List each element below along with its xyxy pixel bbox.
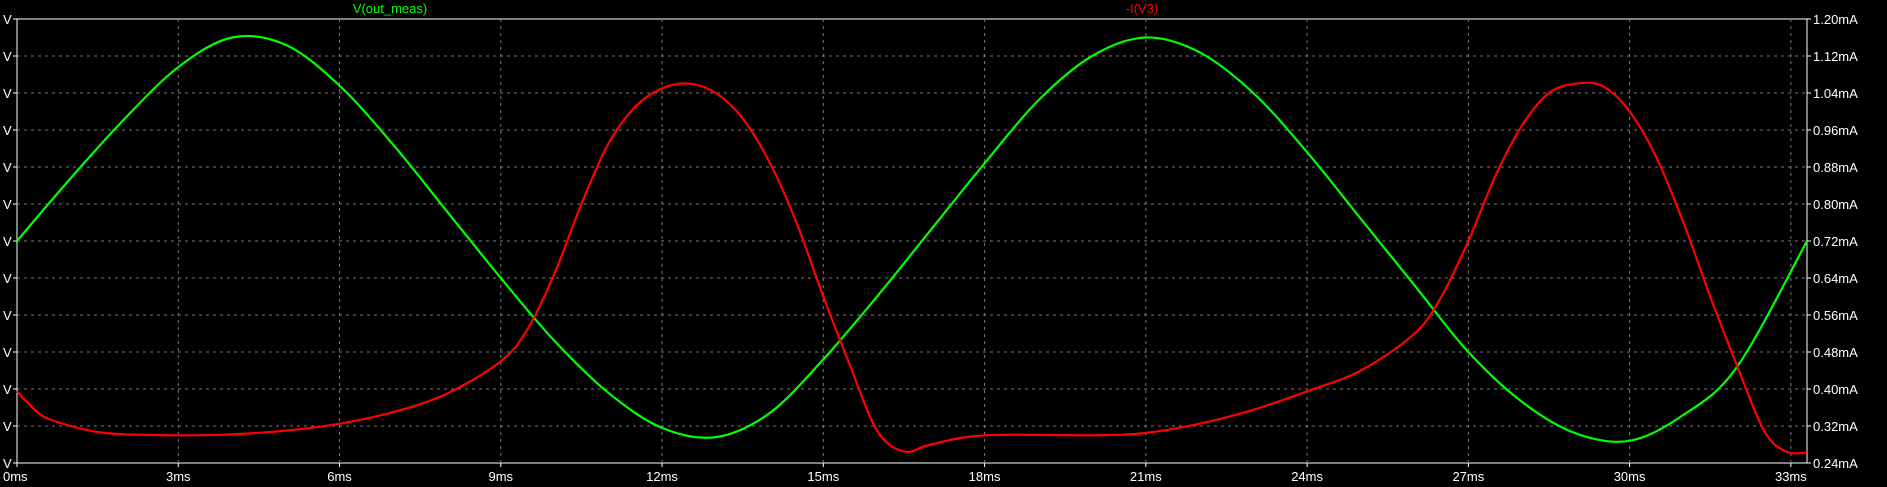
y-left-tick-label: V: [3, 308, 12, 323]
y-right-tick-label: 0.96mA: [1813, 123, 1858, 138]
legend-entry: -I(V3): [1126, 1, 1159, 16]
x-tick-label: 3ms: [166, 469, 191, 484]
y-left-tick-label: V: [3, 12, 12, 27]
x-tick-label: 27ms: [1452, 469, 1484, 484]
y-left-tick-label: V: [3, 86, 12, 101]
y-left-tick-label: V: [3, 419, 12, 434]
y-right-tick-label: 0.72mA: [1813, 234, 1858, 249]
series-line-v-out-meas: [16, 34, 1808, 443]
grid-lines: [17, 19, 1807, 463]
y-left-tick-label: V: [3, 197, 12, 212]
series-traces: [16, 34, 1808, 455]
y-left-tick-label: V: [3, 382, 12, 397]
axis-ticks: 0ms 3ms 6ms 9ms 12ms 15ms 18ms 21ms 24ms 27ms 30ms…: [3, 12, 1858, 484]
x-tick-label: 9ms: [489, 469, 514, 484]
series-line-i-v3: [16, 81, 1808, 455]
y-right-tick-label: 0.24mA: [1813, 456, 1858, 471]
y-right-tick-label: 0.88mA: [1813, 160, 1858, 175]
y-right-tick-label: 0.48mA: [1813, 345, 1858, 360]
y-right-tick-label: 1.12mA: [1813, 49, 1858, 64]
y-right-tick-label: 1.04mA: [1813, 86, 1858, 101]
y-left-tick-label: V: [3, 456, 12, 471]
y-right-tick-label: 0.32mA: [1813, 419, 1858, 434]
y-left-tick-label: V: [3, 123, 12, 138]
y-left-tick-label: V: [3, 49, 12, 64]
y-right-tick-label: 0.80mA: [1813, 197, 1858, 212]
x-tick-label: 12ms: [646, 469, 678, 484]
x-tick-label: 21ms: [1130, 469, 1162, 484]
x-tick-label: 24ms: [1291, 469, 1323, 484]
x-tick-label: 33ms: [1775, 469, 1807, 484]
x-tick-label: 30ms: [1614, 469, 1646, 484]
y-left-tick-label: V: [3, 160, 12, 175]
x-tick-label: 6ms: [327, 469, 352, 484]
y-right-tick-label: 0.40mA: [1813, 382, 1858, 397]
y-left-tick-label: V: [3, 345, 12, 360]
y-right-tick-label: 0.56mA: [1813, 308, 1858, 323]
x-tick-label: 0ms: [3, 469, 28, 484]
legend: V(out_meas) -I(V3): [353, 1, 1158, 16]
y-left-tick-label: V: [3, 234, 12, 249]
legend-entry: V(out_meas): [353, 1, 427, 16]
x-tick-label: 18ms: [969, 469, 1001, 484]
y-right-tick-label: 1.20mA: [1813, 12, 1858, 27]
y-right-tick-label: 0.64mA: [1813, 271, 1858, 286]
x-tick-label: 15ms: [807, 469, 839, 484]
y-left-tick-label: V: [3, 271, 12, 286]
